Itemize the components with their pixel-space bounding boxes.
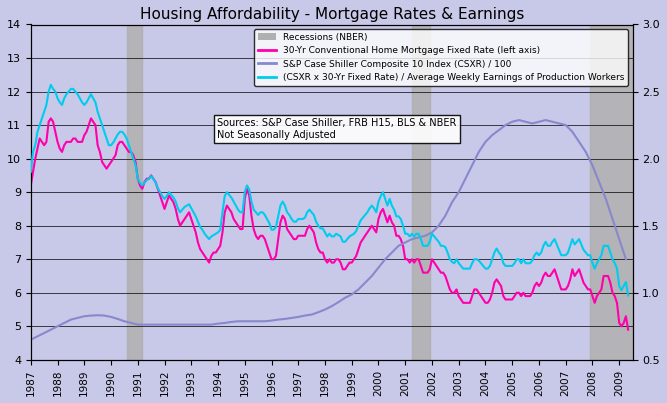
Bar bbox=[412, 25, 430, 360]
Bar bbox=[590, 25, 632, 360]
Legend: Recessions (NBER), 30-Yr Conventional Home Mortgage Fixed Rate (left axis), S&P : Recessions (NBER), 30-Yr Conventional Ho… bbox=[254, 29, 628, 86]
Text: Sources: S&P Case Shiller, FRB H15, BLS & NBER
Not Seasonally Adjusted: Sources: S&P Case Shiller, FRB H15, BLS … bbox=[217, 118, 457, 140]
Bar bbox=[127, 25, 142, 360]
Title: Housing Affordability - Mortgage Rates & Earnings: Housing Affordability - Mortgage Rates &… bbox=[139, 7, 524, 22]
